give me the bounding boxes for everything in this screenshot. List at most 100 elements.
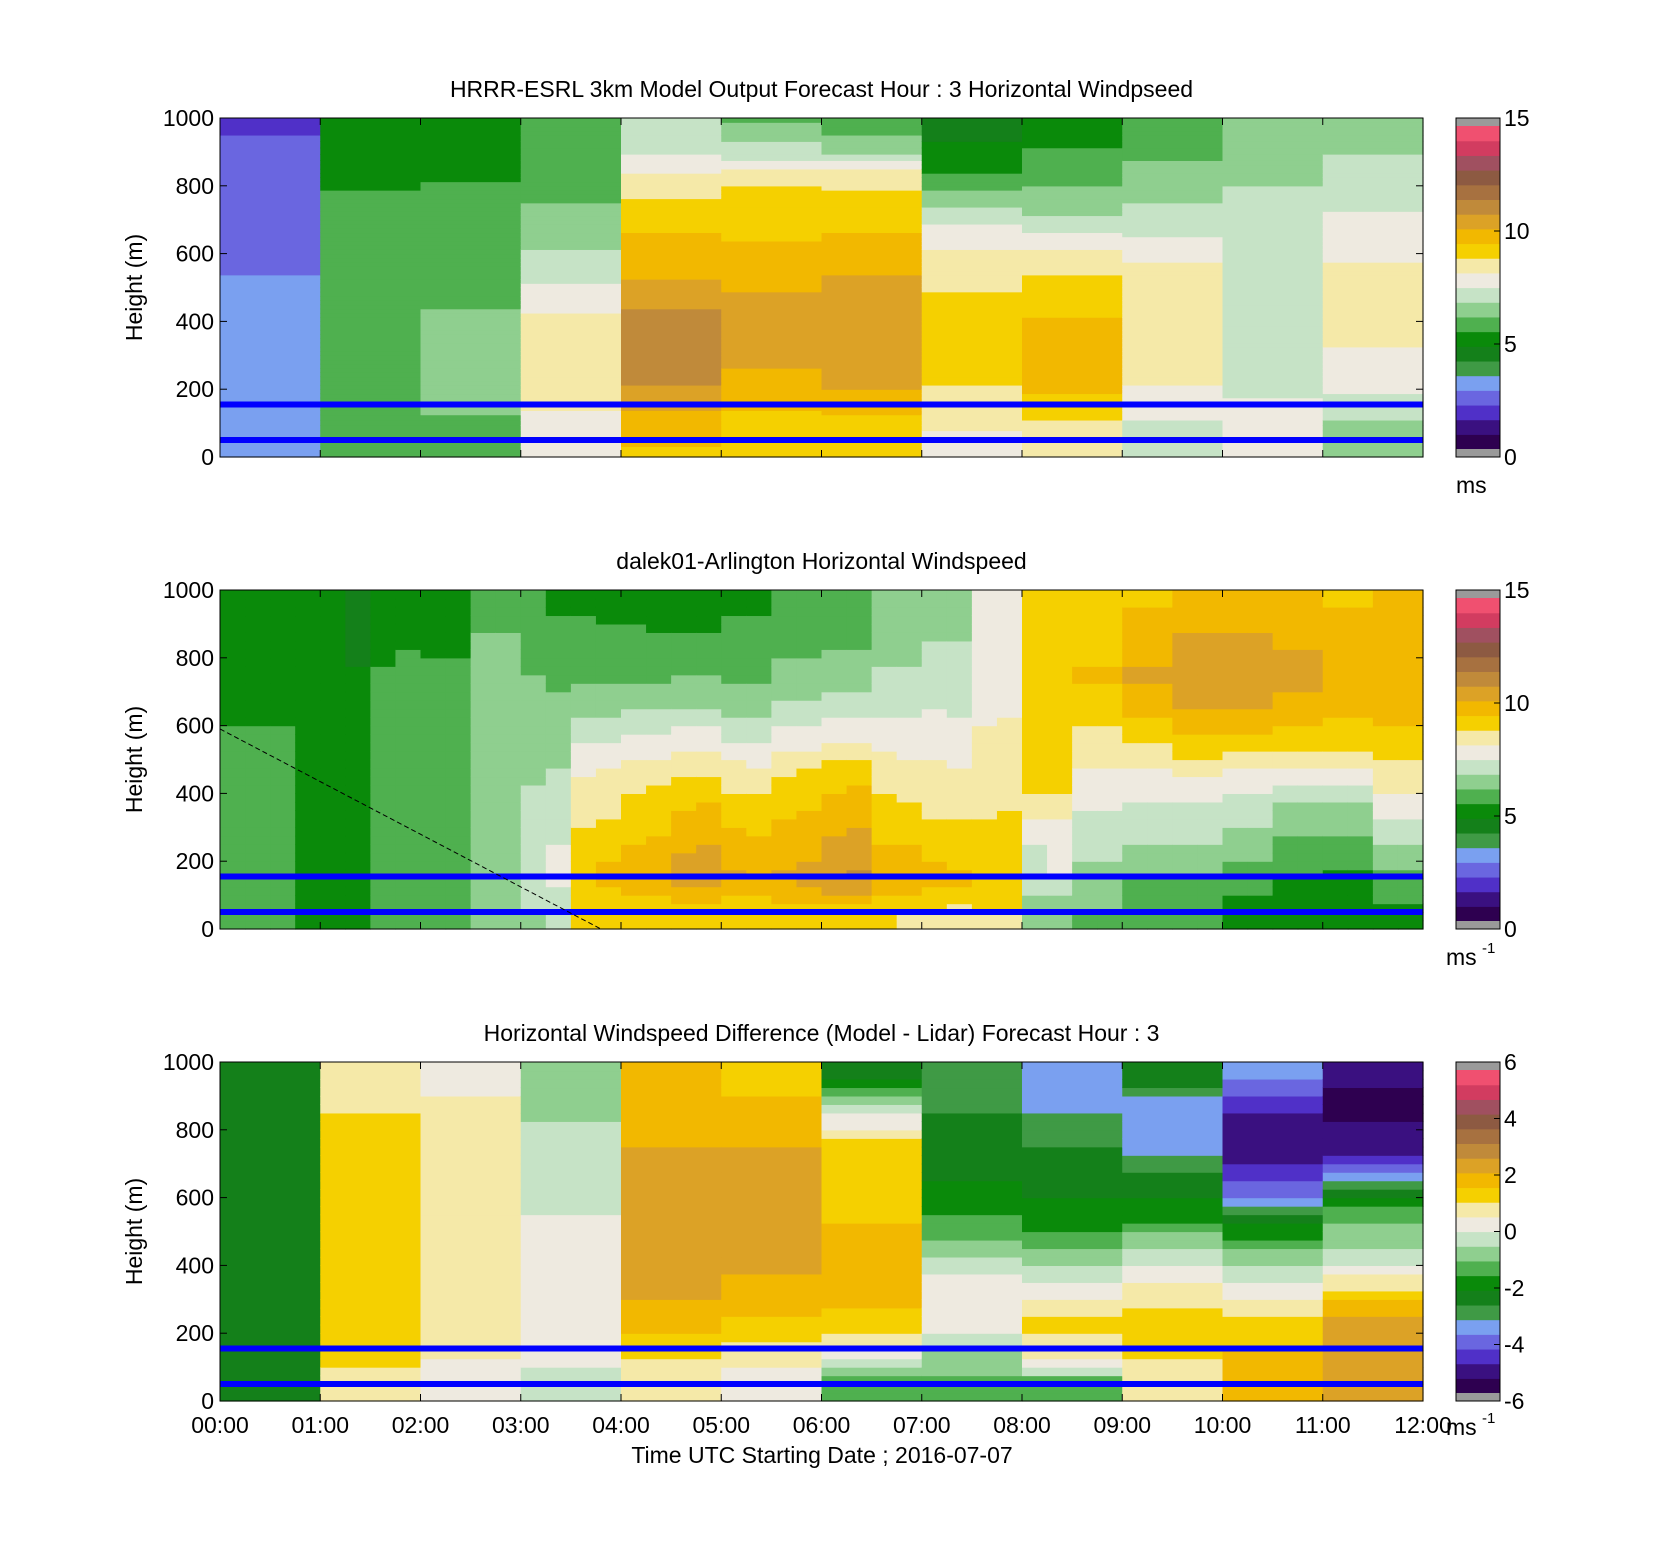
heatmap-cell xyxy=(721,122,823,128)
heatmap-cell xyxy=(595,903,622,913)
heatmap-cell xyxy=(1222,886,1249,896)
heatmap-cell xyxy=(1147,920,1173,930)
heatmap-cell xyxy=(921,632,948,642)
heatmap-cell xyxy=(445,793,472,803)
heatmap-cell xyxy=(1372,632,1399,642)
heatmap-cell xyxy=(621,1392,722,1402)
heatmap-cell xyxy=(621,861,647,871)
heatmap-cell xyxy=(721,351,823,356)
heatmap-cell xyxy=(696,878,722,888)
heatmap-cell xyxy=(846,810,873,820)
heatmap-cell xyxy=(921,1265,1023,1275)
heatmap-cell xyxy=(721,1189,823,1199)
heatmap-cell xyxy=(420,1290,522,1300)
heatmap-cell xyxy=(545,912,572,922)
heatmap-cell xyxy=(871,649,898,659)
heatmap-cell xyxy=(445,751,472,761)
heatmap-cell xyxy=(921,249,1023,255)
heatmap-cell xyxy=(445,861,472,871)
colorbar-swatch xyxy=(1456,170,1500,186)
heatmap-cell xyxy=(921,389,1023,395)
heatmap-cell xyxy=(445,759,472,769)
heatmap-cell xyxy=(1122,359,1224,365)
heatmap-cell xyxy=(821,751,848,761)
heatmap-cell xyxy=(320,372,422,378)
heatmap-cell xyxy=(821,346,923,352)
heatmap-cell xyxy=(1122,312,1224,318)
heatmap-cell xyxy=(646,810,672,820)
heatmap-cell xyxy=(420,295,522,301)
heatmap-cell xyxy=(821,376,923,382)
heatmap-cell xyxy=(320,342,422,348)
heatmap-cell xyxy=(220,372,321,378)
heatmap-cell xyxy=(220,441,321,448)
heatmap-cell xyxy=(1047,734,1073,744)
heatmap-cell xyxy=(220,598,246,608)
heatmap-cell xyxy=(245,590,271,600)
heatmap-cell xyxy=(1347,844,1374,854)
heatmap-cell xyxy=(1322,372,1424,378)
heatmap-cell xyxy=(570,598,597,608)
heatmap-cell xyxy=(295,640,321,650)
heatmap-cell xyxy=(1397,920,1424,930)
heatmap-cell xyxy=(1322,1087,1424,1097)
heatmap-cell xyxy=(771,801,798,811)
panel-title: dalek01-Arlington Horizontal Windspeed xyxy=(616,548,1026,574)
heatmap-cell xyxy=(996,776,1023,786)
heatmap-cell xyxy=(821,410,923,416)
heatmap-cell xyxy=(395,903,422,913)
heatmap-cell xyxy=(1272,725,1299,735)
heatmap-cell xyxy=(445,649,472,659)
heatmap-cell xyxy=(520,835,547,845)
heatmap-cell xyxy=(721,1333,823,1343)
heatmap-cell xyxy=(520,920,547,930)
heatmap-cell xyxy=(721,1197,823,1207)
y-tick-label: 600 xyxy=(176,241,214,267)
y-tick-label: 400 xyxy=(176,1252,214,1278)
heatmap-cell xyxy=(971,767,998,778)
colorbar-swatch xyxy=(1456,302,1500,318)
heatmap-cell xyxy=(1297,598,1324,608)
heatmap-cell xyxy=(270,886,296,896)
heatmap-cell xyxy=(570,861,597,871)
heatmap-cell xyxy=(1272,632,1299,642)
heatmap-cell xyxy=(946,657,973,667)
heatmap-cell xyxy=(821,287,923,293)
heatmap-cell xyxy=(295,759,321,769)
heatmap-cell xyxy=(270,852,296,862)
heatmap-cell xyxy=(1022,1358,1123,1368)
heatmap-cell xyxy=(1222,384,1324,390)
heatmap-cell xyxy=(320,734,346,744)
heatmap-cell xyxy=(1222,249,1324,255)
heatmap-cell xyxy=(821,141,923,149)
heatmap-cell xyxy=(320,154,422,161)
heatmap-cell xyxy=(621,1248,722,1258)
heatmap-cell xyxy=(1122,334,1224,339)
heatmap-cell xyxy=(746,640,772,650)
heatmap-cell xyxy=(1222,270,1324,276)
heatmap-cell xyxy=(796,912,823,922)
heatmap-cell xyxy=(1122,717,1148,727)
heatmap-cell xyxy=(871,666,898,676)
heatmap-cell xyxy=(671,776,697,786)
heatmap-cell xyxy=(320,384,422,390)
heatmap-cell xyxy=(1297,801,1324,811)
heatmap-cell xyxy=(821,304,923,310)
heatmap-cell xyxy=(921,615,948,625)
heatmap-cell xyxy=(1322,1316,1424,1326)
heatmap-cell xyxy=(1347,920,1374,930)
heatmap-cell xyxy=(270,784,296,794)
heatmap-cell xyxy=(245,708,271,718)
heatmap-cell xyxy=(1222,274,1324,280)
heatmap-cell xyxy=(721,751,747,761)
heatmap-cell xyxy=(721,430,823,437)
heatmap-cell xyxy=(1272,827,1299,837)
heatmap-cell xyxy=(1347,895,1374,905)
heatmap-cell xyxy=(1172,683,1199,693)
heatmap-cell xyxy=(370,590,397,600)
heatmap-cell xyxy=(921,240,1023,246)
heatmap-cell xyxy=(1222,317,1324,322)
heatmap-cell xyxy=(1147,852,1173,862)
heatmap-cell xyxy=(1172,657,1199,667)
heatmap-cell xyxy=(345,776,371,786)
